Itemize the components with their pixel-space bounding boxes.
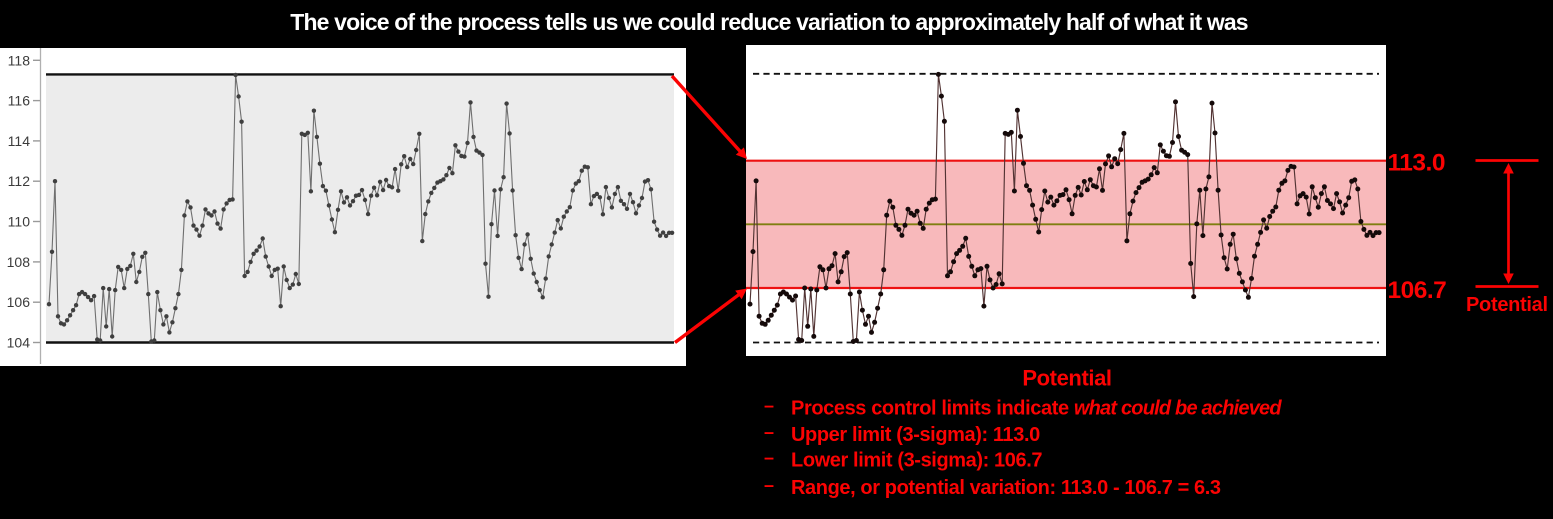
svg-text:Process control limits indicat: Process control limits indicate what cou… (791, 398, 1282, 420)
svg-text:Potential: Potential (1022, 366, 1111, 391)
svg-text:113.0: 113.0 (1388, 150, 1445, 177)
svg-text:–: – (764, 422, 774, 442)
svg-text:–: – (764, 448, 774, 468)
svg-text:–: – (764, 475, 774, 495)
svg-text:104: 104 (7, 335, 31, 351)
svg-text:Potential: Potential (1466, 294, 1548, 316)
svg-text:112: 112 (8, 173, 31, 189)
svg-text:106.7: 106.7 (1388, 277, 1447, 304)
svg-text:Upper limit (3-sigma): 113.0: Upper limit (3-sigma): 113.0 (791, 424, 1040, 446)
svg-text:Lower limit (3-sigma): 106.7: Lower limit (3-sigma): 106.7 (791, 450, 1042, 472)
svg-text:–: – (764, 396, 774, 416)
svg-text:114: 114 (8, 133, 31, 149)
svg-text:118: 118 (8, 52, 31, 68)
svg-text:Range, or potential variation:: Range, or potential variation: 113.0 - 1… (791, 477, 1221, 499)
svg-text:116: 116 (8, 93, 31, 109)
svg-text:The voice of the process tells: The voice of the process tells us we cou… (290, 9, 1248, 35)
svg-text:110: 110 (8, 214, 31, 230)
svg-text:108: 108 (7, 254, 31, 270)
svg-text:106: 106 (7, 294, 31, 310)
